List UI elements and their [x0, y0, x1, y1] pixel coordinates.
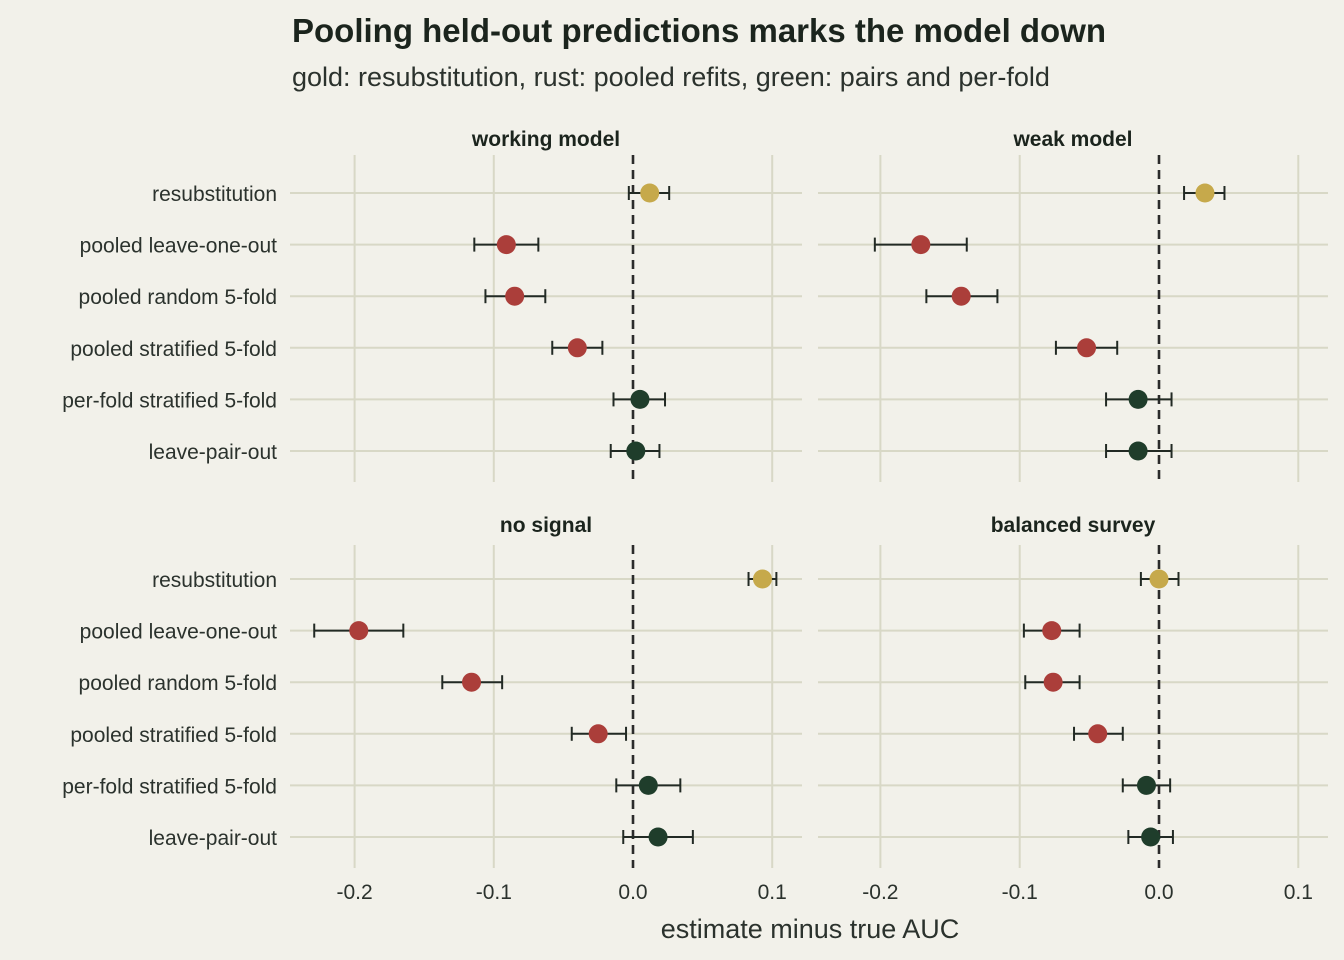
- estimate-point: [505, 286, 525, 306]
- panel-balanced-survey: balanced survey -0.2 -0.1 0.0 0.1: [818, 514, 1328, 904]
- category-label: per-fold stratified 5-fold: [62, 389, 277, 412]
- estimate-point: [1136, 775, 1156, 795]
- estimate-point: [911, 235, 931, 255]
- x-axis-title: estimate minus true AUC: [661, 914, 960, 944]
- facet-title: balanced survey: [991, 514, 1156, 537]
- estimate-point: [951, 286, 971, 306]
- estimate-point: [1077, 338, 1097, 358]
- x-tick-label: 0.0: [618, 881, 647, 904]
- x-tick-label: 0.0: [1144, 881, 1173, 904]
- panel-no-signal: no signal resubstitution pooled leave-one-…: [62, 514, 802, 904]
- category-label: leave-pair-out: [149, 441, 278, 464]
- x-tick-label: -0.1: [476, 881, 512, 904]
- estimate-point: [1088, 724, 1108, 744]
- facet-title: weak model: [1012, 128, 1132, 151]
- estimate-point: [752, 569, 772, 589]
- estimate-point: [1195, 183, 1215, 203]
- estimate-point: [648, 827, 668, 847]
- category-label: pooled stratified 5-fold: [70, 338, 277, 361]
- chart-subtitle: gold: resubstitution, rust: pooled refit…: [292, 62, 1050, 92]
- estimate-point: [1128, 441, 1148, 461]
- estimate-point: [462, 672, 482, 692]
- estimate-point: [640, 183, 660, 203]
- estimate-point: [567, 338, 587, 358]
- x-tick-label: -0.1: [1002, 881, 1038, 904]
- x-tick-label: -0.2: [337, 881, 373, 904]
- x-tick-label: -0.2: [862, 881, 898, 904]
- category-label: pooled leave-one-out: [80, 621, 277, 644]
- estimate-point: [1128, 389, 1148, 409]
- category-label: pooled random 5-fold: [79, 672, 277, 695]
- category-label: per-fold stratified 5-fold: [62, 775, 277, 798]
- facet-title: working model: [471, 128, 620, 151]
- estimate-point: [1141, 827, 1161, 847]
- estimate-point: [638, 775, 658, 795]
- estimate-point: [496, 235, 516, 255]
- estimate-point: [349, 621, 369, 641]
- estimate-point: [1149, 569, 1169, 589]
- category-label: resubstitution: [152, 569, 277, 592]
- panel-working-model: working model resubstitution pooled leave-…: [62, 128, 802, 482]
- category-label: leave-pair-out: [149, 827, 278, 850]
- category-label: pooled leave-one-out: [80, 235, 277, 258]
- panels-layer: working model resubstitution pooled leave-…: [62, 128, 1328, 904]
- category-label: pooled random 5-fold: [79, 286, 277, 309]
- estimate-point: [1042, 621, 1062, 641]
- estimate-point: [588, 724, 608, 744]
- panel-weak-model: weak model: [818, 128, 1328, 482]
- estimate-point: [1043, 672, 1063, 692]
- estimate-point: [626, 441, 646, 461]
- chart-title: Pooling held-out predictions marks the m…: [292, 12, 1107, 49]
- estimate-point: [630, 389, 650, 409]
- category-label: resubstitution: [152, 183, 277, 206]
- facet-title: no signal: [500, 514, 592, 537]
- x-tick-label: 0.1: [1284, 881, 1313, 904]
- category-label: pooled stratified 5-fold: [70, 724, 277, 747]
- x-tick-label: 0.1: [758, 881, 787, 904]
